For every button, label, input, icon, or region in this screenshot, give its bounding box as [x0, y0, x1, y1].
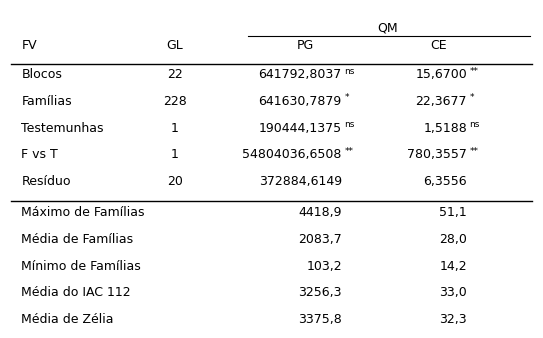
- Text: *: *: [344, 93, 349, 102]
- Text: 20: 20: [167, 175, 183, 188]
- Text: Resíduo: Resíduo: [21, 175, 71, 188]
- Text: Blocos: Blocos: [21, 68, 62, 81]
- Text: Média de Famílias: Média de Famílias: [21, 233, 134, 246]
- Text: 33,0: 33,0: [439, 286, 467, 299]
- Text: 14,2: 14,2: [439, 260, 467, 272]
- Text: **: **: [470, 67, 478, 76]
- Text: Média de Zélia: Média de Zélia: [21, 313, 114, 326]
- Text: QM: QM: [377, 21, 398, 34]
- Text: 3256,3: 3256,3: [298, 286, 342, 299]
- Text: FV: FV: [21, 39, 37, 52]
- Text: PG: PG: [297, 39, 314, 52]
- Text: **: **: [470, 147, 478, 155]
- Text: Média do IAC 112: Média do IAC 112: [21, 286, 131, 299]
- Text: 1: 1: [171, 122, 179, 135]
- Text: ns: ns: [344, 120, 355, 129]
- Text: ns: ns: [344, 67, 355, 76]
- Text: *: *: [470, 93, 474, 102]
- Text: 32,3: 32,3: [439, 313, 467, 326]
- Text: 28,0: 28,0: [439, 233, 467, 246]
- Text: CE: CE: [430, 39, 447, 52]
- Text: 2083,7: 2083,7: [298, 233, 342, 246]
- Text: 228: 228: [163, 95, 187, 108]
- Text: 190444,1375: 190444,1375: [259, 122, 342, 135]
- Text: 4418,9: 4418,9: [298, 206, 342, 219]
- Text: ns: ns: [470, 120, 480, 129]
- Text: 103,2: 103,2: [306, 260, 342, 272]
- Text: Mínimo de Famílias: Mínimo de Famílias: [21, 260, 141, 272]
- Text: 780,3557: 780,3557: [407, 148, 467, 161]
- Text: F vs T: F vs T: [21, 148, 58, 161]
- Text: Testemunhas: Testemunhas: [21, 122, 104, 135]
- Text: 1: 1: [171, 148, 179, 161]
- Text: 22,3677: 22,3677: [415, 95, 467, 108]
- Text: 372884,6149: 372884,6149: [259, 175, 342, 188]
- Text: 641792,8037: 641792,8037: [258, 68, 342, 81]
- Text: 51,1: 51,1: [439, 206, 467, 219]
- Text: 15,6700: 15,6700: [415, 68, 467, 81]
- Text: 6,3556: 6,3556: [424, 175, 467, 188]
- Text: 1,5188: 1,5188: [423, 122, 467, 135]
- Text: 22: 22: [167, 68, 183, 81]
- Text: GL: GL: [167, 39, 184, 52]
- Text: 3375,8: 3375,8: [298, 313, 342, 326]
- Text: 641630,7879: 641630,7879: [258, 95, 342, 108]
- Text: **: **: [344, 147, 353, 155]
- Text: Máximo de Famílias: Máximo de Famílias: [21, 206, 145, 219]
- Text: 54804036,6508: 54804036,6508: [243, 148, 342, 161]
- Text: Famílias: Famílias: [21, 95, 72, 108]
